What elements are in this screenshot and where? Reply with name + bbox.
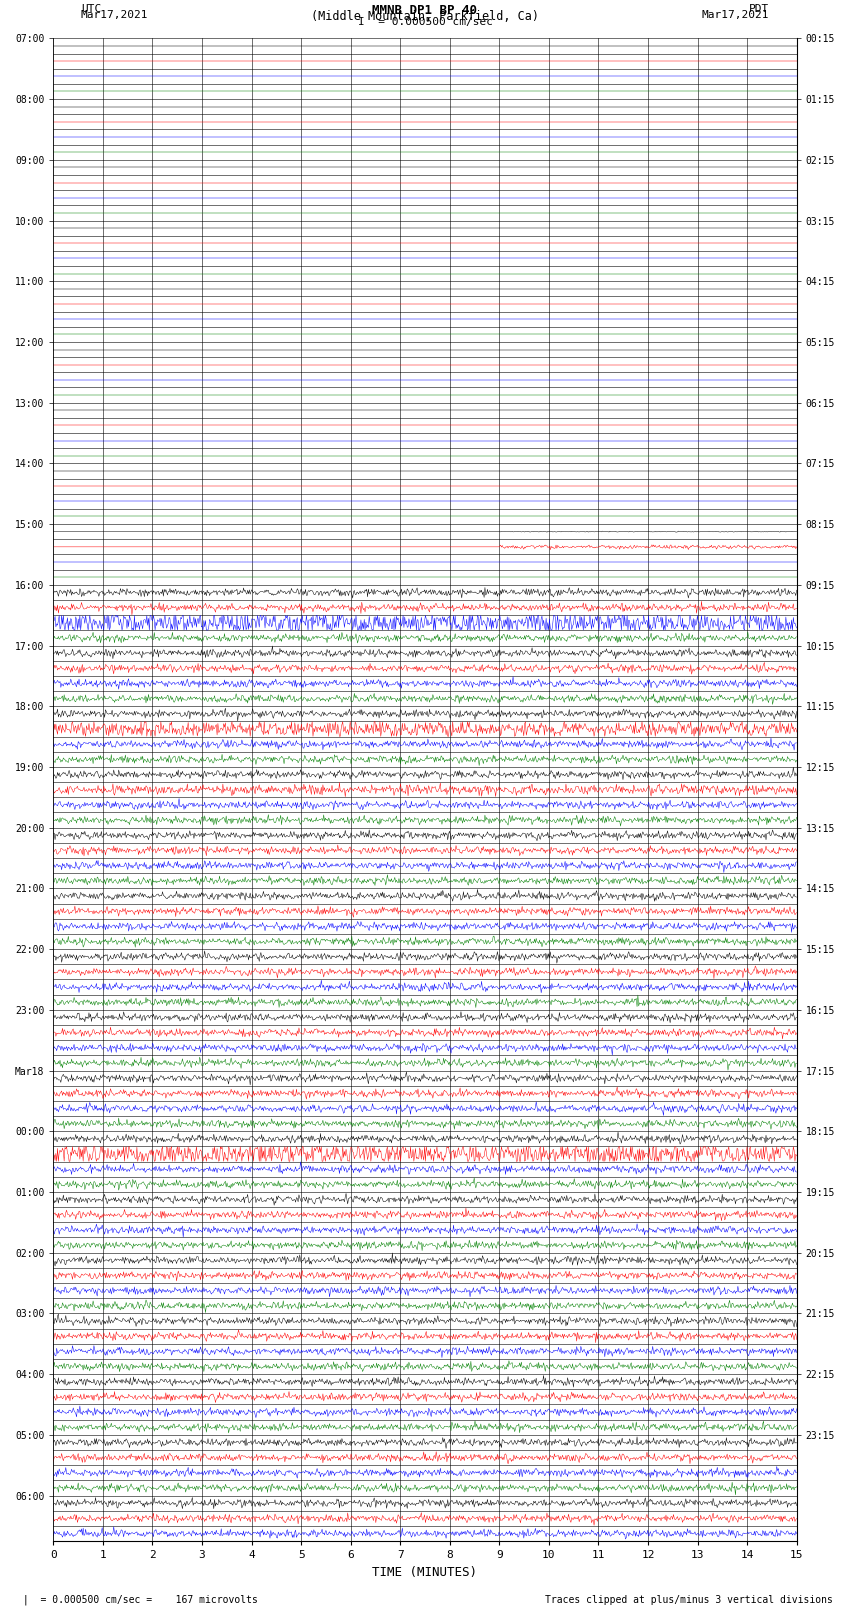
Text: Traces clipped at plus/minus 3 vertical divisions: Traces clipped at plus/minus 3 vertical …: [545, 1595, 833, 1605]
Text: |  = 0.000500 cm/sec =    167 microvolts: | = 0.000500 cm/sec = 167 microvolts: [17, 1594, 258, 1605]
X-axis label: TIME (MINUTES): TIME (MINUTES): [372, 1566, 478, 1579]
Text: Mar17,2021: Mar17,2021: [81, 11, 148, 21]
Text: Mar17,2021: Mar17,2021: [702, 11, 769, 21]
Text: (Middle Mountain, Parkfield, Ca): (Middle Mountain, Parkfield, Ca): [311, 11, 539, 24]
Text: I  = 0.000500 cm/sec: I = 0.000500 cm/sec: [358, 18, 492, 27]
Text: MMNB DP1 BP 40: MMNB DP1 BP 40: [372, 5, 478, 18]
Text: UTC: UTC: [81, 5, 101, 15]
Text: PDT: PDT: [749, 5, 769, 15]
